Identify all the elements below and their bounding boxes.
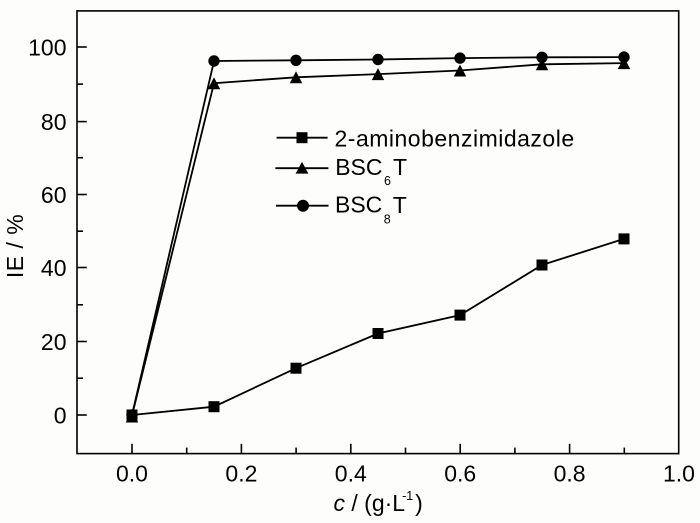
- svg-text:80: 80: [41, 109, 67, 135]
- svg-text:0.0: 0.0: [116, 460, 148, 486]
- svg-text:100: 100: [28, 34, 66, 60]
- svg-text:0: 0: [54, 402, 67, 428]
- svg-text:0.8: 0.8: [554, 460, 586, 486]
- svg-text:0.6: 0.6: [444, 460, 476, 486]
- svg-text:60: 60: [41, 182, 67, 208]
- svg-text:c / (g·L-1): c / (g·L-1): [334, 489, 423, 516]
- svg-text:BSC8T: BSC8T: [335, 191, 407, 226]
- svg-text:IE / %: IE / %: [2, 214, 28, 278]
- svg-text:1.0: 1.0: [663, 460, 695, 486]
- svg-text:0.2: 0.2: [225, 460, 257, 486]
- svg-text:20: 20: [41, 329, 67, 355]
- svg-text:BSC6T: BSC6T: [335, 154, 407, 188]
- svg-text:2-aminobenzimidazole: 2-aminobenzimidazole: [335, 126, 575, 152]
- svg-text:0.4: 0.4: [335, 460, 367, 486]
- svg-text:40: 40: [41, 255, 67, 281]
